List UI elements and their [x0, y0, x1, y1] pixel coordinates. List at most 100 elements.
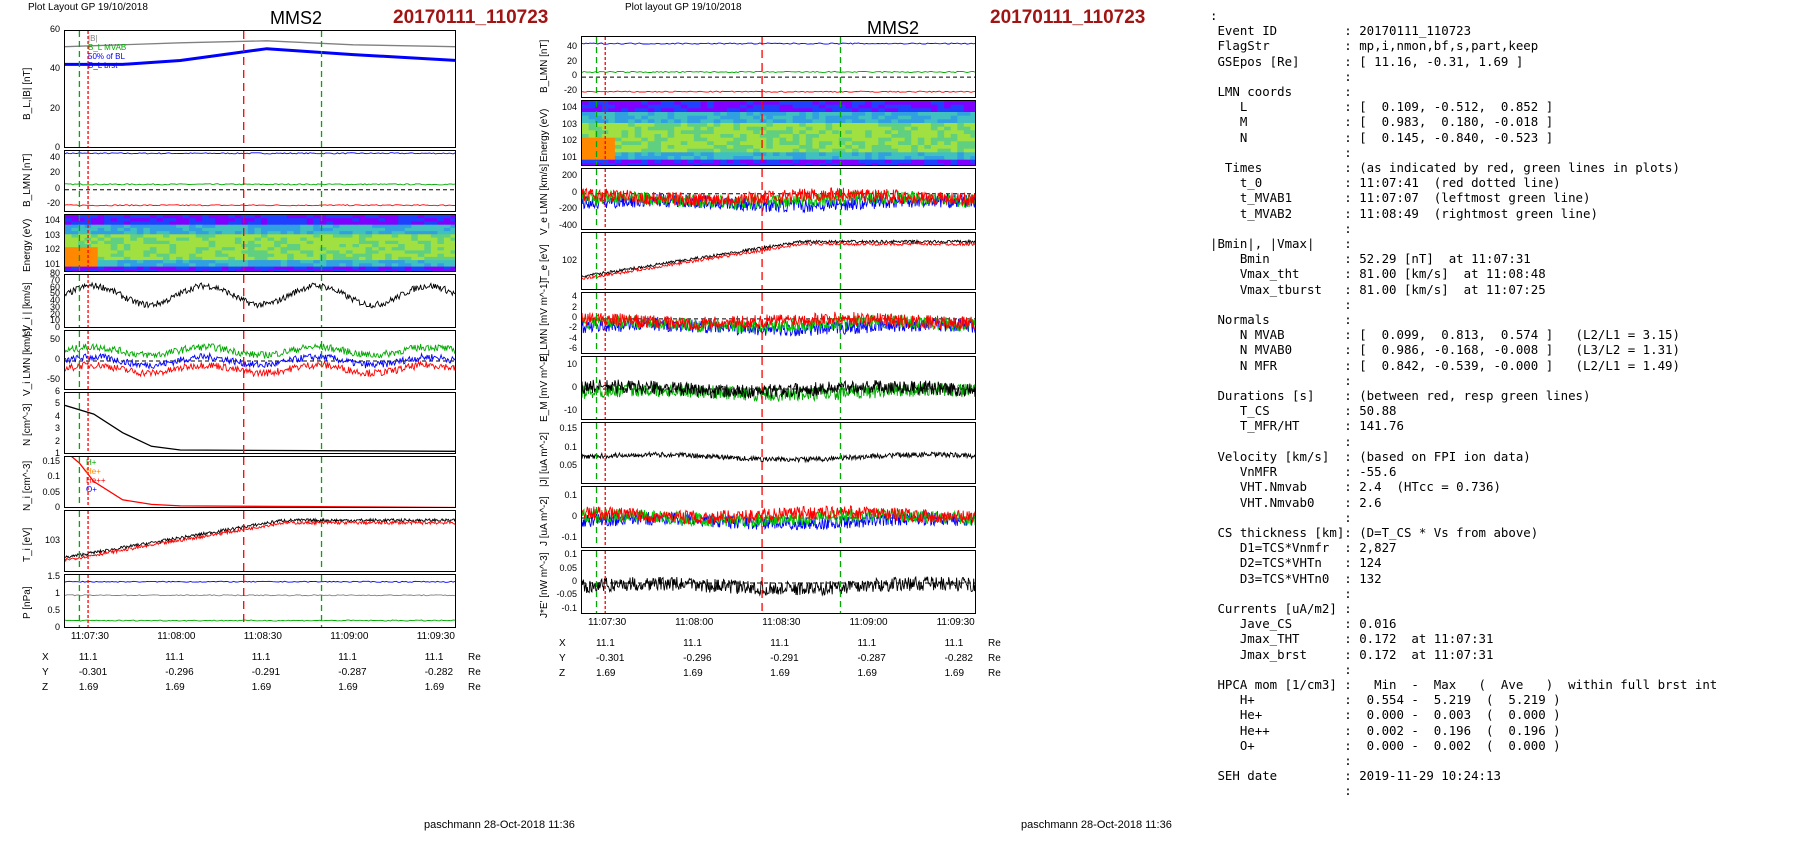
left-xtick: 11:09:00: [330, 631, 369, 642]
left-ephem-y-value: -0.287: [338, 667, 367, 678]
left-title: MMS2: [270, 8, 323, 28]
left-panel-2-series-3: [65, 204, 455, 207]
middle-panel-3-plot: [582, 169, 975, 229]
left-panel-2: [64, 150, 456, 212]
left-panel-2-ytick: -20: [46, 198, 60, 209]
middle-panel-8-ytick: -0.1: [561, 531, 577, 542]
middle-ephem-z-value: 1.69: [770, 668, 790, 679]
left-legend-item: |B|: [88, 34, 98, 43]
left-ephem-x-value: 11.1: [251, 652, 271, 663]
middle-panel-6-ytick: 0: [571, 382, 577, 392]
left-panel-6-series-1: [65, 404, 455, 452]
middle-panel-5-plot: [582, 293, 975, 353]
left-panel-1-ytick: 60: [49, 24, 60, 34]
left-ephem-x-value: 11.1: [78, 652, 98, 663]
left-xtick: 11:08:00: [157, 631, 196, 642]
middle-panel-5-ytick: 2: [571, 301, 577, 312]
middle-xtick: 11:08:00: [675, 617, 714, 628]
left-panel-5-ytick: -50: [46, 374, 60, 384]
middle-panel-8-ytick: 0: [571, 511, 577, 521]
left-panel-9-ytick: 0.5: [47, 605, 60, 616]
left-panel-7-ytick: 0.1: [47, 471, 60, 482]
left-panel-4-ytick: 70: [49, 274, 60, 285]
left-panel-5-ylabel: V_i LMN [km/s]: [22, 328, 33, 397]
middle-ephem-y-value: -0.291: [770, 653, 799, 664]
left-panel-1-ytick: 0: [54, 142, 60, 152]
left-panel-3-ytick: 101: [44, 258, 60, 269]
left-ephem-z-value: 1.69: [338, 682, 358, 693]
middle-panel-1-plot: [582, 37, 975, 97]
middle-panel-9-plot: [582, 551, 975, 613]
middle-panel-4-plot: [582, 233, 975, 289]
middle-panel-3-series-1: [582, 193, 975, 214]
middle-panel-3-ytick: -400: [558, 219, 577, 230]
middle-panel-6-series-2: [582, 379, 975, 400]
middle-ephem-x-value: 11.1: [857, 638, 877, 649]
middle-panel-8-ylabel: J [uA m^-2]: [539, 495, 550, 546]
left-panel-4-ytick: 60: [49, 281, 60, 292]
middle-ephem-x-label: X: [559, 638, 566, 649]
middle-panel-1-series-2: [582, 70, 975, 74]
left-ephem-y-value: -0.282: [424, 667, 454, 678]
left-panel-5-plot: [65, 331, 455, 389]
left-ion-legend-item: He+: [86, 467, 101, 476]
middle-panel-7-plot: [582, 423, 975, 483]
left-panel-4: [64, 274, 456, 328]
middle-panel-9-ylabel: J*E' [nW m^-3]: [539, 552, 550, 619]
left-ion-legend-item: O+: [86, 485, 97, 494]
left-panel-4-ytick: 20: [49, 308, 60, 319]
left-panel-7-ytick: 0: [54, 502, 60, 512]
left-panel-8: [64, 510, 456, 572]
middle-panel-5-series-1: [582, 316, 975, 337]
middle-panel-3: [581, 168, 976, 230]
left-ephem-unit: Re: [468, 682, 481, 693]
left-panel-6-ytick: 3: [54, 423, 60, 434]
left-ephem-z-value: 1.69: [251, 682, 272, 693]
left-ephem-x-value: 11.1: [338, 652, 357, 663]
middle-ephem-unit: Re: [988, 653, 1001, 664]
middle-ephem-x-value: 11.1: [683, 638, 702, 649]
left-ephem-z-value: 1.69: [424, 682, 445, 693]
left-panel-6-ytick: 1: [54, 448, 60, 458]
middle-panel-7-ytick: 0.15: [559, 423, 577, 434]
middle-event: 20170111_110723: [990, 7, 1146, 28]
left-panel-2-series-1: [65, 152, 455, 155]
middle-ephem-y-value: -0.301: [596, 653, 625, 664]
middle-panel-8-ytick: 0.1: [564, 490, 577, 501]
middle-panel-7-ytick: 0.1: [564, 441, 577, 452]
middle-panel-9-ytick: 0.1: [564, 549, 577, 560]
middle-ephem-z-value: 1.69: [857, 668, 877, 679]
middle-ephem-x-value: 11.1: [596, 638, 615, 649]
middle-panel-2-ylabel: Energy (eV): [539, 108, 550, 162]
left-panel-5-ytick: 0: [54, 354, 60, 364]
left-panel-4-ytick: 30: [49, 301, 60, 312]
middle-panel-2-ytick: 104: [561, 102, 577, 113]
left-panel-9-series-1: [65, 580, 455, 583]
middle-panel-6: [581, 356, 976, 420]
left-panel-9-ytick: 1: [54, 588, 60, 599]
left-panel-4-ytick: 10: [49, 315, 60, 326]
left-panel-4-plot: [65, 275, 455, 327]
left-ion-legend-item: H+: [86, 458, 97, 467]
left-xtick: 11:08:30: [243, 631, 282, 642]
left-spectrogram: [65, 215, 455, 271]
middle-panel-5-ytick: 4: [571, 291, 577, 302]
left-panel-2-plot: [65, 151, 455, 211]
left-panel-8-plot: [65, 511, 455, 571]
middle-ephem-unit: Re: [988, 668, 1001, 679]
middle-panel-8-series-2: [582, 507, 975, 528]
middle-panel-2: [581, 100, 976, 166]
left-panel-5-ytick: 50: [49, 334, 60, 344]
middle-ephem-z-label: Z: [559, 668, 566, 679]
left-panel-7-ylabel: N_i [cm^-3]: [22, 460, 33, 511]
left-panel-6-ylabel: N [cm^-3]: [22, 403, 33, 447]
middle-xtick: 11:08:30: [762, 617, 801, 628]
middle-ephem-z-value: 1.69: [683, 668, 703, 679]
middle-panel-5-series-3: [582, 311, 975, 331]
left-panel-8-series-1: [65, 517, 455, 559]
middle-ephem-y-value: -0.282: [944, 653, 973, 664]
middle-header: Plot layout GP 19/10/2018: [625, 2, 742, 13]
middle-panel-9-series-1: [582, 575, 975, 597]
middle-panel-1-ylabel: B_LMN [nT]: [539, 39, 550, 93]
left-panel-9-series-2: [65, 594, 455, 597]
